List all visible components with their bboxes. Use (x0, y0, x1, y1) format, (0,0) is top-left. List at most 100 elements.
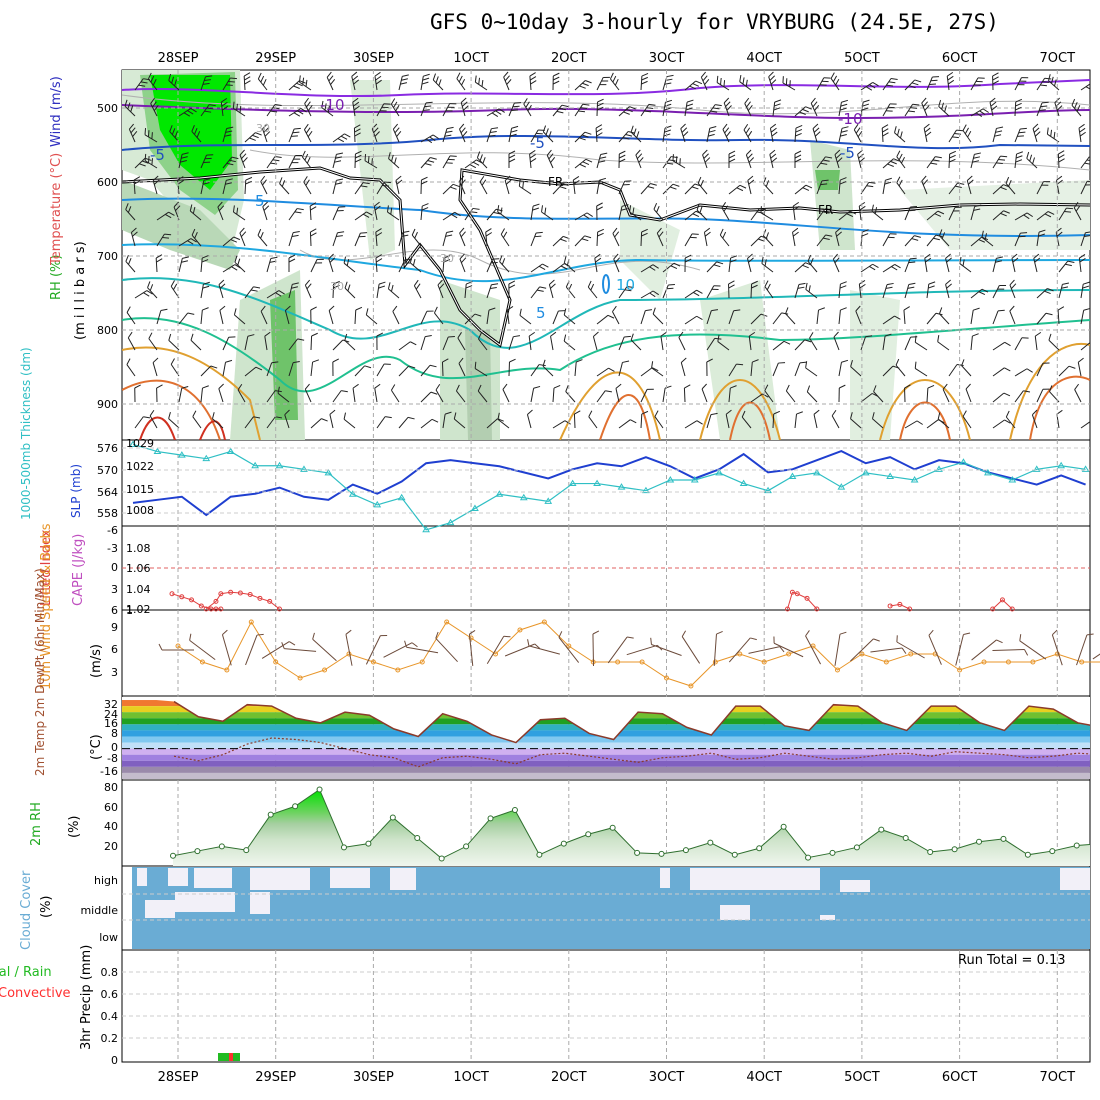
wind-barb (420, 418, 439, 429)
wind-barb (387, 282, 400, 299)
thickness-marker (1008, 476, 1017, 483)
y-tick-label: 0 (111, 561, 118, 574)
rh-contour-label-a: 30 (256, 122, 270, 135)
wind-barb (785, 384, 796, 403)
thickness-marker (397, 493, 406, 501)
wind-barb (310, 418, 328, 429)
wind-barb (395, 175, 403, 195)
wind-barb (458, 357, 466, 377)
cloud-clear-cell (690, 868, 770, 890)
wind-barb (1080, 307, 1090, 325)
wind-barb (810, 97, 820, 117)
wind-barb (244, 176, 253, 195)
wind-barb (442, 103, 457, 117)
wind10m-barb (955, 632, 971, 666)
thickness-marker (788, 472, 797, 479)
wind-barb (834, 149, 843, 169)
y-tick-label: low (99, 931, 118, 944)
wind-barb (200, 385, 209, 403)
wind-barb (805, 361, 818, 377)
wind-barb (860, 335, 873, 351)
wind-barb (486, 258, 500, 273)
y-tick-label: 0.2 (101, 1032, 119, 1045)
wind10m-barb (1076, 633, 1094, 666)
wind-barb (588, 410, 598, 429)
cloud-clear-cell (145, 900, 175, 918)
wind-barb (743, 124, 753, 143)
contour-label-5-b: 5 (536, 304, 546, 322)
wind-barb (552, 385, 561, 403)
wind-barb (442, 126, 454, 143)
wind-barb (1049, 385, 1060, 403)
wind-barb (596, 228, 605, 247)
wind-barb (926, 419, 945, 429)
wind-barb (376, 281, 386, 299)
wind-barb (374, 71, 382, 91)
cloud-clear-cell (660, 868, 670, 888)
wind-barb (486, 307, 496, 325)
wind-barb (618, 150, 626, 169)
wind-barb (574, 359, 583, 377)
rh-area (173, 789, 1090, 866)
wind-barb (1080, 231, 1090, 247)
wind-barb (574, 103, 590, 117)
wind-barb (1009, 305, 1016, 325)
wind-barb (239, 149, 248, 169)
wind10m-barb (158, 643, 194, 651)
wind-barb (629, 205, 642, 221)
wind-barb (266, 290, 285, 299)
wind-barb (794, 184, 813, 195)
wind-barb (124, 99, 136, 117)
date-label-top: 1OCT (453, 51, 489, 66)
wind-barb (500, 228, 510, 247)
cape-marker (208, 606, 214, 612)
wind-barb (420, 310, 434, 325)
wind-barb (354, 182, 370, 195)
y-tick-label: 1.04 (126, 583, 151, 596)
wind-barb (662, 385, 672, 403)
wind-barb (654, 410, 664, 429)
wind10m-series (158, 619, 1100, 689)
wind-barb (398, 416, 415, 429)
wind-barb (344, 281, 356, 299)
wind-barb (455, 384, 466, 403)
wind-barb (794, 150, 802, 169)
y-tick-label: 1029 (126, 437, 154, 450)
wind-barb (328, 305, 335, 325)
wind-barb (200, 307, 209, 325)
thickness-marker (1032, 465, 1041, 472)
cloud-clear-cell (250, 892, 270, 914)
thickness-marker (324, 468, 333, 476)
y-tick-label: high (94, 874, 118, 887)
wind-barb (926, 281, 936, 299)
wind-barb (574, 158, 593, 169)
wind-barb (127, 331, 136, 351)
wind-barb (398, 341, 417, 351)
wind-barb (178, 152, 189, 169)
wind-barb (1036, 288, 1054, 299)
cloud-clear-cell (720, 905, 750, 920)
wind10m-barb (805, 630, 822, 665)
y-tick-label: 800 (97, 324, 118, 337)
wind-barb (596, 98, 604, 117)
wind-barb (904, 79, 922, 91)
wind-barb (592, 331, 599, 351)
wind-barb (528, 331, 535, 351)
wind-barb (147, 281, 158, 299)
wind-barb (769, 149, 778, 169)
wind10m-barb (558, 631, 580, 663)
wind-barb (574, 80, 592, 91)
wind-barb (850, 359, 862, 377)
wind-barb (618, 130, 635, 143)
cape-marker (794, 591, 800, 597)
label-cloud-unit: (%) (39, 896, 54, 919)
wind-speed-marker (395, 667, 401, 673)
wind-barb (772, 312, 789, 325)
wind-barb (326, 71, 336, 91)
cape-marker (213, 598, 219, 604)
date-label-bottom: 7OCT (1040, 1070, 1076, 1085)
wind-barb (420, 335, 432, 351)
wind-barb (615, 383, 622, 403)
wind-barb (702, 149, 711, 169)
rh-marker (585, 831, 592, 838)
